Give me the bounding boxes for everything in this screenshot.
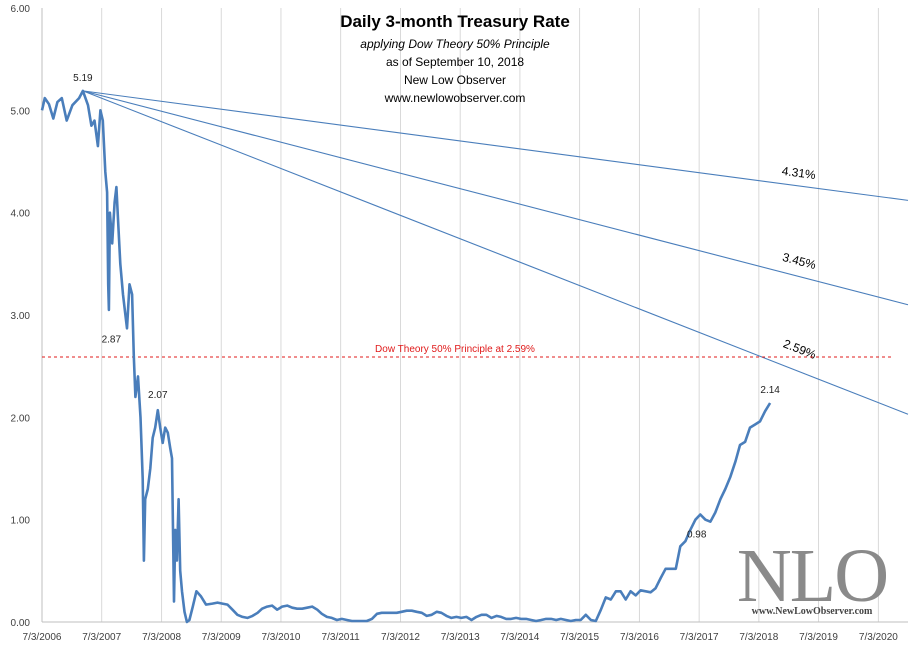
watermark-logo: NLO (737, 534, 887, 618)
x-tick-label: 7/3/2011 (322, 632, 361, 643)
x-tick-label: 7/3/2008 (142, 632, 181, 643)
data-label: 2.07 (148, 390, 168, 401)
x-tick-label: 7/3/2010 (261, 632, 300, 643)
x-tick-label: 7/3/2017 (680, 632, 719, 643)
watermark-url: www.NewLowObserver.com (752, 606, 873, 617)
trend-line (82, 90, 909, 415)
x-tick-label: 7/3/2020 (859, 632, 898, 643)
reference-line: Dow Theory 50% Principle at 2.59% (42, 344, 894, 358)
x-tick-label: 7/3/2019 (799, 632, 838, 643)
grid (41, 8, 879, 622)
rate-series-line (40, 89, 772, 624)
y-tick-label: 6.00 (11, 4, 31, 15)
chart-title: Daily 3-month Treasury Rate (340, 12, 570, 31)
series (40, 89, 772, 624)
trend-line (82, 90, 909, 306)
y-tick-label: 2.00 (11, 413, 31, 424)
y-tick-label: 4.00 (11, 209, 31, 220)
data-label: 2.14 (760, 385, 780, 396)
x-tick-label: 7/3/2009 (202, 632, 241, 643)
x-tick-label: 7/3/2016 (620, 632, 659, 643)
y-tick-label: 0.00 (11, 618, 31, 629)
x-tick-label: 7/3/2007 (82, 632, 121, 643)
data-label: 5.19 (73, 73, 93, 84)
trend-lines: 4.31% 3.45% 2.59% (82, 90, 909, 415)
trend-line-label: 2.59% (781, 337, 818, 363)
data-label: 2.87 (102, 334, 122, 345)
reference-line-label: Dow Theory 50% Principle at 2.59% (375, 344, 535, 355)
x-tick-label: 7/3/2006 (23, 632, 62, 643)
chart-subtitle-3: New Low Observer (404, 73, 506, 87)
chart-subtitle-2: as of September 10, 2018 (386, 55, 524, 69)
value-labels: 5.19 2.87 2.07 0.98 2.14 (73, 73, 780, 541)
x-tick-label: 7/3/2015 (560, 632, 599, 643)
x-tick-label: 7/3/2014 (500, 632, 539, 643)
x-tick-label: 7/3/2018 (739, 632, 778, 643)
x-tick-label: 7/3/2013 (441, 632, 480, 643)
trend-line-label: 4.31% (781, 164, 817, 182)
trend-line (82, 90, 909, 201)
axes: 7/3/2006 7/3/2007 7/3/2008 7/3/2009 7/3/2010… (11, 4, 908, 643)
trend-line-label: 3.45% (781, 250, 818, 272)
y-tick-label: 1.00 (11, 516, 31, 527)
y-tick-label: 5.00 (11, 106, 31, 117)
chart-subtitle-4: www.newlowobserver.com (384, 91, 526, 105)
data-label: 0.98 (687, 530, 707, 541)
x-tick-label: 7/3/2012 (381, 632, 420, 643)
watermark: NLO www.NewLowObserver.com (737, 534, 889, 618)
chart-subtitle-1: applying Dow Theory 50% Principle (360, 37, 550, 51)
y-tick-label: 3.00 (11, 311, 31, 322)
title-block: Daily 3-month Treasury Rate applying Dow… (340, 12, 570, 105)
